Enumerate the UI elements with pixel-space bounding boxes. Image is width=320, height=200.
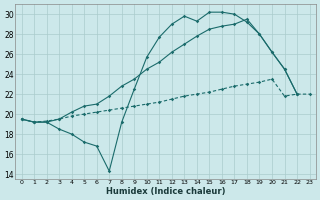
X-axis label: Humidex (Indice chaleur): Humidex (Indice chaleur): [106, 187, 225, 196]
